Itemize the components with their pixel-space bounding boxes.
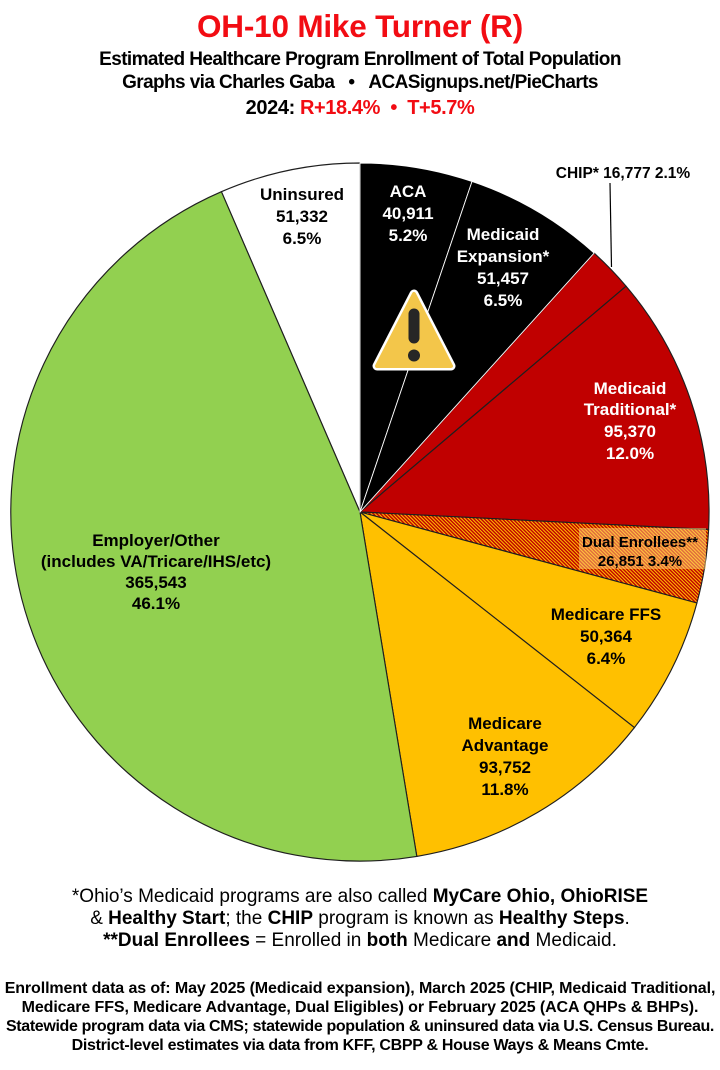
svg-text:Medicare: Medicare [468, 714, 542, 733]
svg-text:5.2%: 5.2% [389, 226, 428, 245]
svg-text:93,752: 93,752 [479, 758, 531, 777]
svg-text:CHIP* 16,777 2.1%: CHIP* 16,777 2.1% [556, 165, 691, 182]
svg-text:Dual Enrollees**: Dual Enrollees** [582, 534, 698, 551]
svg-text:365,543: 365,543 [125, 573, 186, 592]
svg-text:6.5%: 6.5% [283, 229, 322, 248]
svg-text:50,364: 50,364 [580, 627, 633, 646]
svg-text:6.5%: 6.5% [484, 291, 523, 310]
svg-text:11.8%: 11.8% [481, 780, 528, 799]
svg-text:Medicare FFS: Medicare FFS [551, 605, 662, 624]
svg-text:ACA: ACA [390, 182, 427, 201]
svg-text:6.4%: 6.4% [587, 649, 626, 668]
svg-text:Medicaid: Medicaid [467, 225, 540, 244]
svg-text:Uninsured: Uninsured [260, 185, 344, 204]
svg-text:95,370: 95,370 [604, 422, 656, 441]
svg-text:51,332: 51,332 [276, 207, 328, 226]
svg-text:40,911: 40,911 [382, 204, 433, 223]
svg-text:26,851 3.4%: 26,851 3.4% [598, 553, 682, 570]
svg-text:Traditional*: Traditional* [584, 400, 677, 419]
svg-text:Expansion*: Expansion* [457, 247, 550, 266]
svg-text:(includes VA/Tricare/IHS/etc): (includes VA/Tricare/IHS/etc) [41, 552, 271, 571]
svg-text:Advantage: Advantage [462, 736, 549, 755]
svg-text:12.0%: 12.0% [606, 444, 654, 463]
svg-text:Employer/Other: Employer/Other [92, 531, 220, 550]
svg-text:46.1%: 46.1% [132, 594, 180, 613]
svg-text:Medicaid: Medicaid [594, 379, 667, 398]
svg-text:51,457: 51,457 [477, 269, 529, 288]
